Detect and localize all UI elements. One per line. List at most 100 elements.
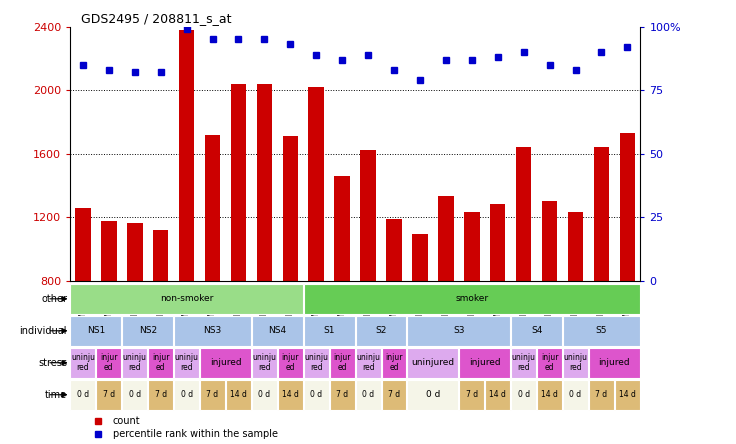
Bar — [485, 380, 510, 410]
Text: uninju
red: uninju red — [252, 353, 277, 372]
Text: GSM122538: GSM122538 — [493, 284, 502, 329]
Text: GSM122539: GSM122539 — [130, 284, 139, 329]
Bar — [438, 197, 453, 281]
Text: GSM122528: GSM122528 — [78, 284, 88, 329]
Text: S5: S5 — [595, 326, 607, 335]
Text: injur
ed: injur ed — [100, 353, 118, 372]
Text: GDS2495 / 208811_s_at: GDS2495 / 208811_s_at — [81, 12, 232, 25]
Bar — [96, 380, 121, 410]
Text: 0 d: 0 d — [362, 390, 374, 399]
Text: 7 d: 7 d — [336, 390, 348, 399]
Text: 14 d: 14 d — [230, 390, 247, 399]
Text: GSM122542: GSM122542 — [208, 284, 217, 329]
Text: non-smoker: non-smoker — [160, 294, 213, 303]
Bar — [174, 348, 199, 378]
Bar — [122, 348, 147, 378]
Text: NS1: NS1 — [87, 326, 105, 335]
Bar — [308, 87, 324, 281]
Bar — [355, 348, 381, 378]
Text: GSM122544: GSM122544 — [260, 284, 269, 329]
Bar — [615, 380, 640, 410]
Text: time: time — [45, 390, 67, 400]
Bar — [304, 284, 640, 314]
Bar — [153, 230, 169, 281]
Text: GSM122537: GSM122537 — [545, 284, 554, 329]
Text: injur
ed: injur ed — [541, 353, 559, 372]
Bar — [257, 84, 272, 281]
Text: GSM122532: GSM122532 — [389, 284, 398, 329]
Text: injur
ed: injur ed — [282, 353, 299, 372]
Text: GSM122548: GSM122548 — [623, 284, 632, 329]
Bar — [122, 316, 173, 346]
Text: GSM122531: GSM122531 — [105, 284, 113, 329]
Bar — [563, 316, 640, 346]
Bar — [516, 147, 531, 281]
Bar — [589, 380, 614, 410]
Text: individual: individual — [20, 326, 67, 336]
Text: 7 d: 7 d — [155, 390, 167, 399]
Text: injured: injured — [210, 358, 241, 367]
Text: 0 d: 0 d — [310, 390, 322, 399]
Text: 7 d: 7 d — [207, 390, 219, 399]
Bar — [101, 221, 116, 281]
Text: GSM122541: GSM122541 — [182, 284, 191, 329]
Bar — [542, 201, 557, 281]
Bar — [512, 380, 536, 410]
Bar — [408, 316, 510, 346]
Text: 0 d: 0 d — [129, 390, 141, 399]
Text: GSM122540: GSM122540 — [156, 284, 165, 329]
Text: NS3: NS3 — [203, 326, 222, 335]
Text: uninju
red: uninju red — [71, 353, 95, 372]
Text: 0 d: 0 d — [570, 390, 581, 399]
Bar — [563, 348, 588, 378]
Bar — [71, 380, 96, 410]
Text: 14 d: 14 d — [489, 390, 506, 399]
Bar — [122, 380, 147, 410]
Text: NS4: NS4 — [269, 326, 286, 335]
Text: GSM122547: GSM122547 — [597, 284, 606, 329]
Text: GSM122543: GSM122543 — [234, 284, 243, 329]
Bar — [148, 348, 173, 378]
Text: 7 d: 7 d — [595, 390, 607, 399]
Bar — [71, 348, 96, 378]
Bar — [459, 348, 510, 378]
Bar — [71, 316, 121, 346]
Text: GSM122527: GSM122527 — [312, 284, 321, 329]
Text: GSM122529: GSM122529 — [338, 284, 347, 329]
Text: 7 d: 7 d — [103, 390, 115, 399]
Bar — [408, 348, 459, 378]
Bar — [361, 151, 376, 281]
Bar — [464, 212, 480, 281]
Bar — [174, 316, 251, 346]
Bar — [252, 348, 277, 378]
Bar — [490, 204, 506, 281]
Bar — [230, 84, 247, 281]
Text: uninju
red: uninju red — [123, 353, 146, 372]
Text: 0 d: 0 d — [77, 390, 89, 399]
Bar — [75, 208, 91, 281]
Text: 7 d: 7 d — [388, 390, 400, 399]
Bar — [174, 380, 199, 410]
Bar — [127, 223, 143, 281]
Bar — [96, 348, 121, 378]
Text: 14 d: 14 d — [282, 390, 299, 399]
Text: S1: S1 — [323, 326, 335, 335]
Bar — [512, 348, 536, 378]
Text: other: other — [41, 294, 67, 304]
Bar — [567, 212, 584, 281]
Text: 7 d: 7 d — [466, 390, 478, 399]
Bar — [459, 380, 484, 410]
Bar — [304, 380, 329, 410]
Bar — [620, 133, 635, 281]
Bar — [355, 380, 381, 410]
Bar — [386, 219, 402, 281]
Bar — [148, 380, 173, 410]
Text: percentile rank within the sample: percentile rank within the sample — [113, 429, 277, 439]
Text: S3: S3 — [453, 326, 464, 335]
Text: injur
ed: injur ed — [333, 353, 351, 372]
Bar — [381, 348, 406, 378]
Text: uninju
red: uninju red — [564, 353, 587, 372]
Text: count: count — [113, 416, 141, 426]
Text: 0 d: 0 d — [425, 390, 440, 399]
Text: uninjured: uninjured — [411, 358, 454, 367]
